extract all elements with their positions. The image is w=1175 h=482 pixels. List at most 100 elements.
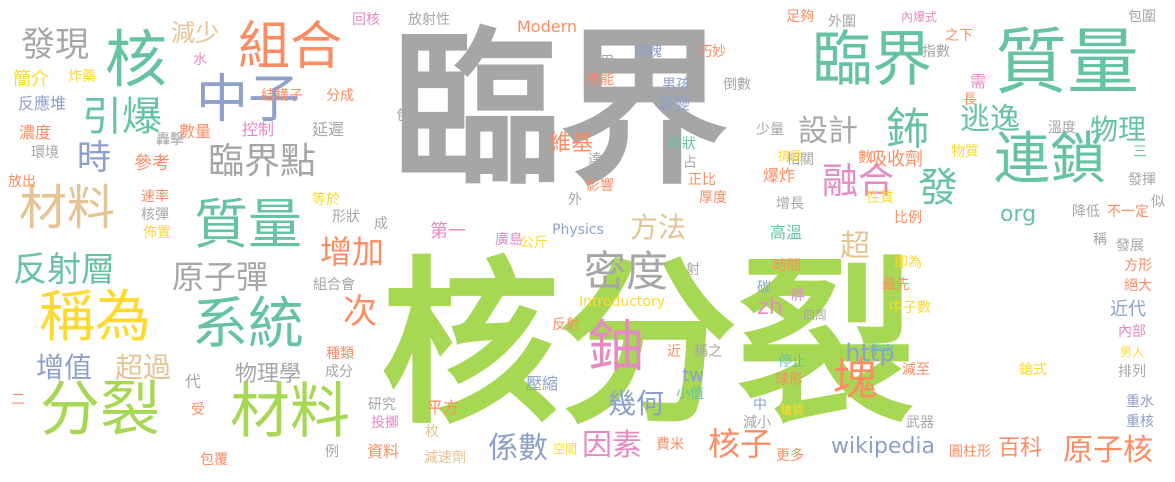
word-tan: 碳: [757, 280, 771, 296]
word-bu: 鈽: [886, 104, 930, 155]
word-zhongkong: 中空: [869, 343, 895, 357]
word-xishu: 係數: [488, 431, 548, 466]
word-zengzhi: 增值: [35, 351, 93, 384]
word-shijian: 時間: [773, 258, 801, 274]
word-zugou: 足夠: [786, 9, 814, 25]
word-midu: 密度: [583, 247, 669, 296]
word-kongjian: 空間: [552, 442, 578, 456]
word-jiangdi: 降低: [1072, 204, 1100, 220]
word-tingzhi: 停止: [778, 354, 806, 370]
word-physics: Physics: [552, 222, 604, 238]
word-cheng: 稱: [1093, 232, 1107, 248]
word-hedan: 核彈: [141, 207, 169, 223]
word-jiwei: 即為: [894, 255, 922, 271]
word-daoshu: 倒數: [723, 77, 751, 93]
word-taoyi: 逃逸: [960, 102, 1020, 137]
word-buzhi: 佈置: [143, 225, 171, 241]
word-zuoyong: 作用: [586, 54, 614, 70]
word-fangfa: 方法: [629, 211, 687, 244]
word-chengzhi: 稱之: [694, 344, 722, 360]
word-yanjiu: 研究: [368, 397, 396, 413]
word-waiwei: 外圍: [828, 14, 856, 30]
word-zuhe: 組合: [237, 17, 343, 77]
word-qiangguan: 鎗管: [779, 403, 805, 417]
word-sizhou: 四周: [802, 308, 828, 322]
word-zengjia: 增加: [319, 233, 385, 271]
word-sulu: 速率: [141, 189, 169, 205]
word-yinsu: 因素: [582, 428, 642, 463]
word-bili: 比例: [894, 210, 922, 226]
word-chao: 超: [840, 229, 870, 264]
word-hezi: 核子: [707, 425, 773, 463]
word-baofu: 包覆: [200, 452, 228, 468]
word-li: 例: [325, 444, 339, 460]
word-introductory: Introductory: [578, 294, 666, 310]
word-xitong: 系統: [192, 292, 304, 357]
word-zhishu: 指數: [922, 44, 950, 60]
word-hongji: 轟擊: [156, 132, 184, 148]
word-chengfen: 成分: [325, 364, 353, 380]
word-gaowen: 高溫: [769, 223, 803, 242]
word-jiegouzi: 結構子: [261, 88, 303, 104]
word-youkuai: 鈾塊: [634, 44, 662, 60]
word-lianshuo: 連鎖: [994, 127, 1106, 192]
word-zengzhang: 增長: [776, 196, 804, 212]
word-linjie-large: 臨界: [392, 12, 728, 208]
word-zhiliang-2: 質量: [194, 193, 302, 256]
word-fangchu: 放出: [8, 174, 36, 190]
word-zhiliang-teal: 質量: [994, 20, 1140, 104]
word-zhonghe: 重核: [1126, 414, 1154, 430]
word-xu: 需: [969, 72, 987, 91]
word-tw: tw: [682, 365, 704, 386]
word-jianzhi: 減至: [902, 362, 930, 378]
word-jianshao: 減少: [171, 19, 219, 47]
word-zhonglei: 種類: [326, 346, 354, 362]
word-she: 射: [686, 262, 700, 278]
word-zhan: 占: [683, 155, 697, 171]
word-yuanzihe: 原子核: [1063, 433, 1153, 468]
word-si: 似: [1151, 194, 1165, 210]
word-huanjing: 環境: [31, 145, 59, 161]
word-gengduo: 更多: [776, 448, 804, 464]
word-linjie-teal: 臨界: [812, 25, 932, 95]
word-cheng2: 成: [374, 216, 388, 232]
word-neibu: 內部: [1118, 324, 1146, 340]
word-shi: 時: [77, 138, 111, 178]
word-diyi: 第一: [430, 221, 466, 242]
word-jihe: 幾何: [607, 387, 665, 420]
word-zhayao: 炸藥: [68, 69, 96, 85]
word-neibaoshi: 內爆式: [900, 10, 938, 24]
word-nongdu: 濃度: [18, 123, 52, 142]
word-qiangshi: 鎗式: [1019, 362, 1047, 378]
word-wendu: 溫度: [1048, 120, 1076, 136]
word-zhong: 中: [753, 397, 767, 413]
word-chang: 長: [963, 92, 977, 108]
word-feimi: 費米: [656, 437, 684, 453]
word-yinbao: 引爆: [82, 94, 162, 140]
word-jindai: 近代: [1110, 299, 1146, 320]
word-zhengbi: 正比: [688, 172, 716, 188]
word-gongjin: 公斤: [520, 235, 548, 251]
word-you: 鈾: [588, 315, 644, 380]
word-dai: 代: [184, 372, 202, 391]
word-pingfang: 平方: [426, 398, 460, 417]
word-fanshe: 反射: [552, 317, 580, 333]
word-sheji: 設計: [798, 114, 858, 149]
word-weiji: 維基: [548, 131, 594, 156]
word-shou: 受: [191, 402, 205, 418]
word-cailiao-green: 材料: [230, 377, 350, 447]
word-ronghe: 融合: [821, 161, 895, 202]
word-cailiao-tan: 材料: [18, 180, 116, 236]
word-modern: Modern: [516, 17, 578, 36]
word-fazhan: 發展: [1116, 238, 1144, 254]
word-shu: 數: [858, 150, 872, 166]
word-fangshexing: 放射性: [408, 12, 450, 28]
word-yuanzidan: 原子彈: [171, 258, 269, 296]
word-nanren: 男人: [1119, 345, 1145, 359]
word-jiansuji: 減速劑: [424, 450, 466, 466]
word-ziliao: 資料: [366, 442, 400, 461]
word-chaoguo: 超過: [114, 351, 172, 384]
word-zhixia: 之下: [945, 28, 973, 44]
word-xiangguan: 相關: [786, 152, 814, 168]
